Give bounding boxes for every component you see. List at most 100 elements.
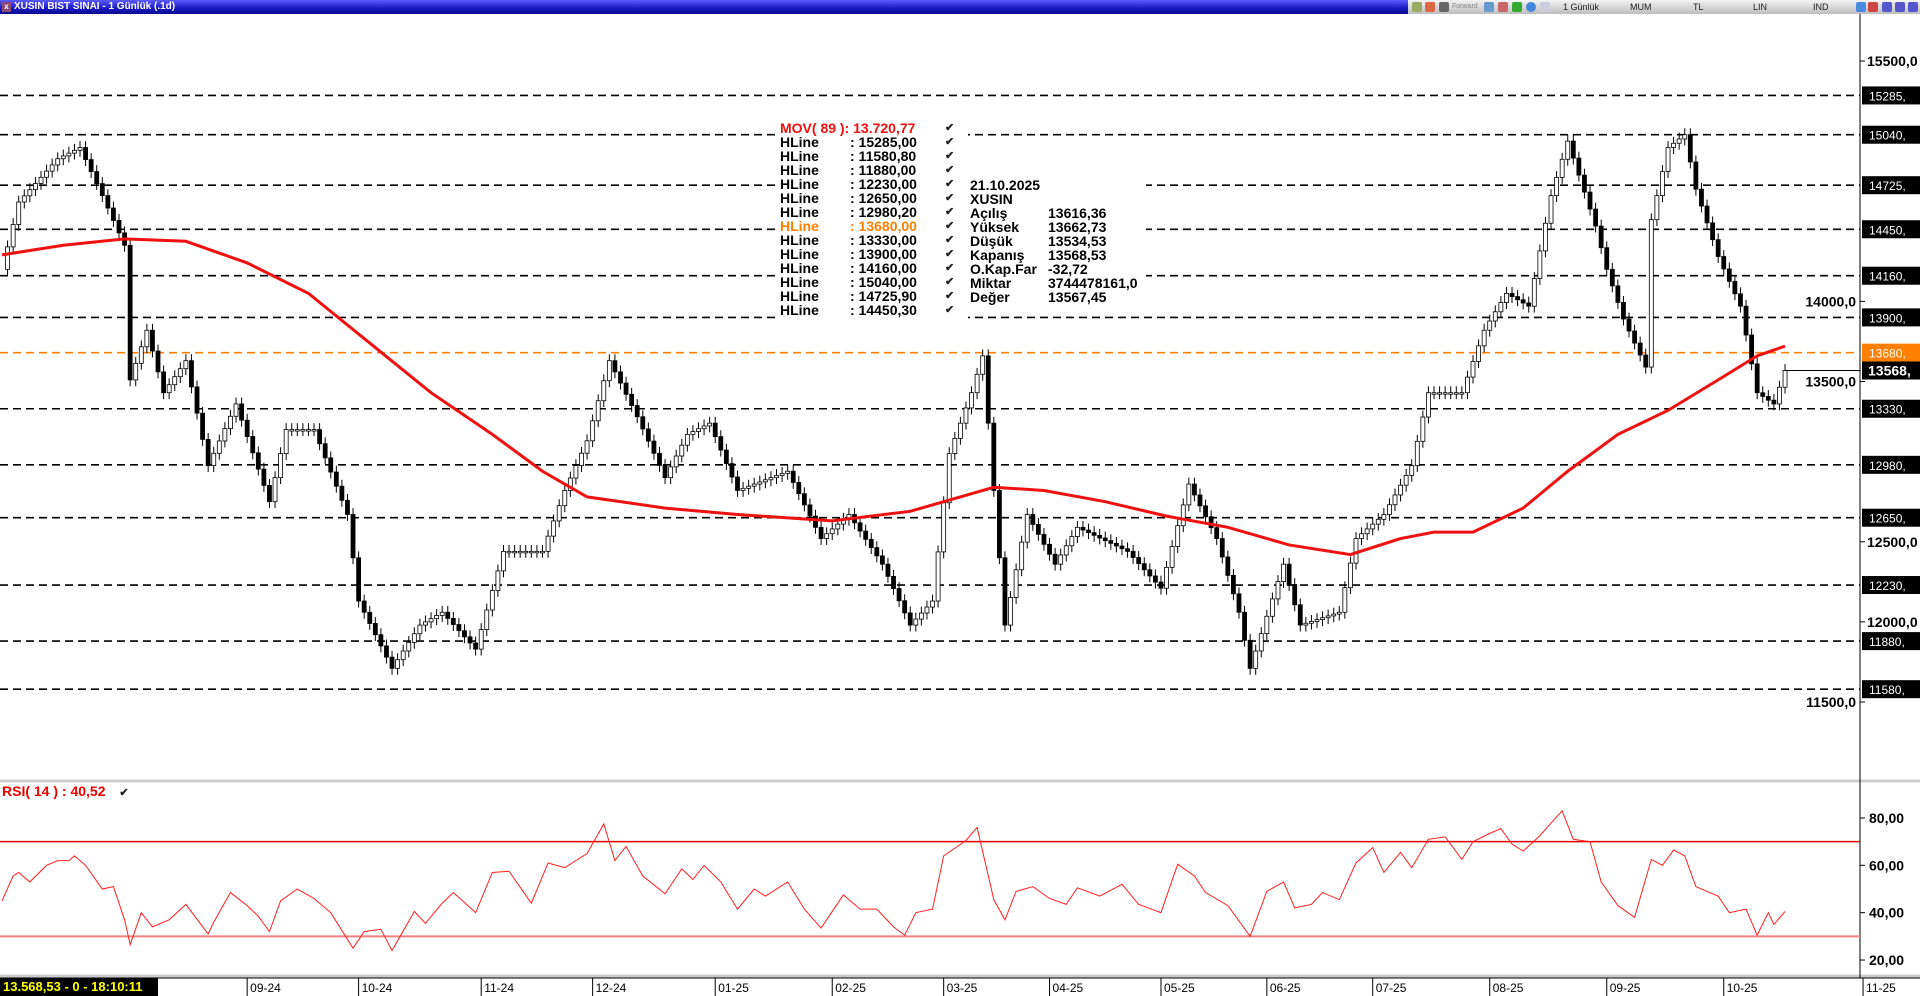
x-tick-label: 10-25 [1727, 981, 1758, 995]
legend-hline[interactable]: HLine: 11580,80 ✔ [780, 149, 954, 163]
candle-up [1492, 311, 1498, 322]
candle-down [328, 457, 334, 473]
check-icon[interactable]: ✔ [945, 136, 955, 148]
candle-up [1331, 613, 1337, 617]
check-icon[interactable]: ✔ [945, 234, 955, 246]
calendar-icon[interactable] [1484, 2, 1494, 12]
legend-hline[interactable]: HLine: 13330,00 ✔ [780, 233, 954, 247]
back-icon[interactable] [1439, 2, 1449, 12]
check-icon[interactable]: ✔ [945, 150, 955, 162]
link-icon[interactable] [1856, 2, 1866, 12]
candle-up [824, 533, 830, 539]
portfolio-icon[interactable] [1425, 2, 1435, 12]
candle-down [857, 522, 863, 532]
move-icon[interactable] [1526, 2, 1536, 12]
check-icon[interactable]: ✔ [945, 164, 955, 176]
restore-icon[interactable] [1895, 2, 1905, 12]
indicator-icon[interactable] [1540, 2, 1550, 12]
candle-up [913, 618, 919, 626]
legend-hline[interactable]: HLine: 14450,30 ✔ [780, 303, 954, 317]
check-icon[interactable]: ✔ [945, 248, 955, 260]
check-icon[interactable]: ✔ [945, 290, 955, 302]
scale-select[interactable]: LIN [1753, 2, 1768, 12]
close-icon[interactable] [1908, 2, 1918, 12]
hline-badge [1862, 632, 1920, 651]
candle-up [584, 440, 590, 454]
candle-up [590, 420, 596, 442]
check-icon[interactable]: ✔ [945, 220, 955, 232]
candle-up [72, 149, 77, 154]
candle-up [55, 158, 61, 166]
candle-down [116, 220, 122, 234]
check-icon[interactable]: ✔ [945, 122, 955, 134]
candle-up [696, 428, 701, 432]
legend-hline[interactable]: HLine: 15285,00 ✔ [780, 135, 954, 149]
candle-down [356, 557, 362, 602]
candle-up [1431, 392, 1437, 395]
mode-select[interactable]: IND [1813, 2, 1829, 12]
forward-button[interactable]: Forward [1452, 3, 1478, 10]
legend-hline[interactable]: HLine: 12230,00 ✔ [780, 177, 954, 191]
legend-mov[interactable]: MOV( 89 ): 13.720,77 ✔ [780, 121, 954, 135]
candle-up [1019, 541, 1025, 571]
legend-hline[interactable]: HLine: 15040,00 ✔ [780, 275, 954, 289]
legend-hline[interactable]: HLine: 14160,00 ✔ [780, 261, 954, 275]
legend-hline[interactable]: HLine: 12650,00 ✔ [780, 191, 954, 205]
candle-down [1699, 188, 1704, 207]
candle-down [1621, 302, 1626, 320]
legend-hline[interactable]: HLine: 11880,00 ✔ [780, 163, 954, 177]
currency-select[interactable]: TL [1693, 2, 1704, 12]
candle-up [1543, 222, 1548, 252]
candle-down [445, 611, 451, 619]
candle-up [528, 550, 534, 554]
candle-up [1069, 536, 1075, 547]
info-value: 13662,73 [1048, 219, 1107, 235]
check-icon[interactable]: ✔ [945, 276, 955, 288]
candle-up [1348, 562, 1353, 589]
check-icon[interactable]: ✔ [945, 206, 955, 218]
chart-type-select[interactable]: MUM [1630, 2, 1652, 12]
check-icon[interactable]: ✔ [945, 304, 955, 316]
candle-down [907, 612, 913, 626]
y-tick-label: 12000,0 [1867, 614, 1918, 630]
candle-up [1398, 484, 1403, 496]
minimize-icon[interactable] [1882, 2, 1892, 12]
legend-hline[interactable]: HLine: 13680,00 ✔ [780, 219, 954, 233]
candle-up [439, 611, 445, 616]
symbol-icon[interactable] [1412, 2, 1422, 12]
period-select[interactable]: 1 Günlük [1563, 2, 1600, 12]
candle-down [1286, 563, 1292, 585]
hline-badge [1862, 343, 1920, 362]
status-readout: 13.568,53 - 0 - 18:10:11 [0, 978, 158, 996]
check-icon[interactable]: ✔ [945, 262, 955, 274]
candle-up [172, 376, 178, 386]
candle-down [885, 563, 891, 577]
candle-down [1632, 330, 1637, 344]
y-tick-label: 15500,0 [1867, 53, 1918, 69]
check-icon[interactable]: ✔ [119, 787, 129, 799]
candle-down [1147, 569, 1153, 577]
tools-icon[interactable] [1868, 2, 1878, 12]
x-tick-label: 08-25 [1493, 981, 1524, 995]
candle-down [1231, 575, 1236, 595]
check-icon[interactable]: ✔ [945, 178, 955, 190]
candle-up [673, 455, 679, 468]
candle-up [283, 429, 289, 455]
hline-value: : 13330,00 [850, 232, 917, 248]
candle-up [1537, 250, 1543, 279]
candle-down [801, 493, 807, 506]
candle-up [1660, 171, 1665, 197]
chart-settings-icon[interactable] [1498, 2, 1508, 12]
rsi-legend[interactable]: RSI( 14 ) : 40,52 ✔ [2, 783, 129, 799]
legend-hline[interactable]: HLine: 13900,00 ✔ [780, 247, 954, 261]
candle-up [138, 346, 144, 364]
candle-up [216, 440, 222, 454]
system-menu-icon[interactable]: x [2, 2, 11, 12]
info-row: O.Kap.Far -32,72 [970, 262, 1138, 276]
pencil-icon[interactable] [1512, 2, 1522, 12]
legend-hline[interactable]: HLine: 14725,90 ✔ [780, 289, 954, 303]
candle-down [902, 600, 908, 614]
candle-down [367, 611, 373, 624]
legend-hline[interactable]: HLine: 12980,20 ✔ [780, 205, 954, 219]
check-icon[interactable]: ✔ [945, 192, 955, 204]
